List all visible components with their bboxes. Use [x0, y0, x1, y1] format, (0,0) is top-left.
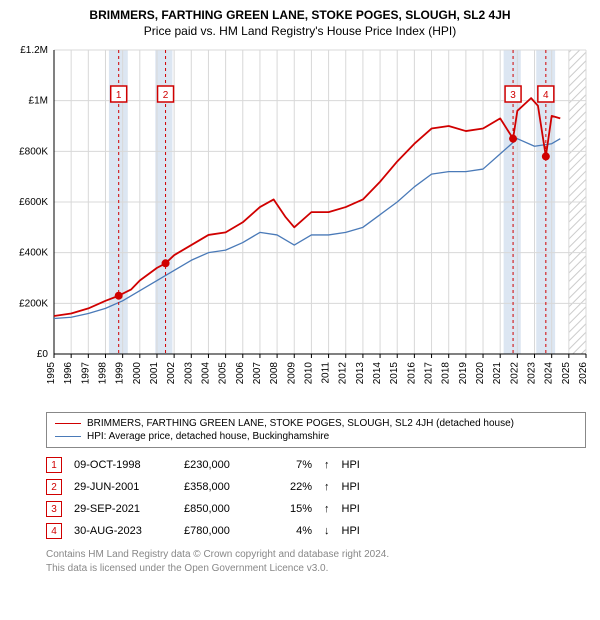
svg-text:£1.2M: £1.2M: [20, 45, 48, 56]
sale-marker-icon: 2: [46, 479, 62, 495]
legend-swatch: [55, 423, 81, 425]
price-chart: £0 £200K £400K £600K £800K £1M £1.2M 1995 1996 19…: [8, 44, 592, 404]
license-line: This data is licensed under the Open Gov…: [46, 562, 592, 576]
sale-direction-icon: ↑: [324, 476, 342, 498]
svg-text:£800K: £800K: [19, 146, 48, 157]
sale-pct: 15%: [274, 498, 324, 520]
svg-text:1996: 1996: [63, 362, 74, 385]
svg-text:1999: 1999: [115, 362, 126, 385]
sale-date: 30-AUG-2023: [74, 520, 184, 542]
svg-text:2013: 2013: [355, 362, 366, 385]
sale-marker-icon: 3: [46, 501, 62, 517]
svg-text:2011: 2011: [321, 362, 332, 384]
svg-text:2: 2: [163, 90, 169, 101]
sale-price: £230,000: [184, 454, 274, 476]
svg-text:1: 1: [116, 90, 122, 101]
sale-ref: HPI: [342, 498, 372, 520]
svg-text:2006: 2006: [235, 362, 246, 385]
sale-marker-icon: 4: [46, 523, 62, 539]
svg-text:2003: 2003: [183, 362, 194, 385]
legend: BRIMMERS, FARTHING GREEN LANE, STOKE POG…: [46, 412, 586, 448]
sale-ref: HPI: [342, 454, 372, 476]
svg-text:£600K: £600K: [19, 197, 48, 208]
svg-text:2023: 2023: [527, 362, 538, 385]
svg-text:£0: £0: [37, 349, 49, 360]
svg-text:1995: 1995: [46, 362, 57, 385]
legend-label: BRIMMERS, FARTHING GREEN LANE, STOKE POG…: [87, 418, 514, 429]
svg-text:£200K: £200K: [19, 298, 48, 309]
svg-text:2016: 2016: [406, 362, 417, 385]
svg-text:1997: 1997: [80, 362, 91, 385]
sale-price: £780,000: [184, 520, 274, 542]
svg-text:£1M: £1M: [29, 96, 48, 107]
sale-price: £850,000: [184, 498, 274, 520]
svg-text:2018: 2018: [441, 362, 452, 385]
legend-item: HPI: Average price, detached house, Buck…: [55, 430, 577, 443]
svg-text:2024: 2024: [544, 362, 555, 385]
svg-text:2005: 2005: [218, 362, 229, 385]
sale-date: 29-SEP-2021: [74, 498, 184, 520]
svg-text:3: 3: [510, 90, 516, 101]
sale-ref: HPI: [342, 476, 372, 498]
sale-date: 29-JUN-2001: [74, 476, 184, 498]
svg-text:2020: 2020: [475, 362, 486, 385]
sales-row: 4 30-AUG-2023£780,0004%↓HPI: [46, 520, 372, 542]
svg-text:2012: 2012: [338, 362, 349, 385]
license-text: Contains HM Land Registry data © Crown c…: [46, 548, 592, 575]
sale-marker-icon: 1: [46, 457, 62, 473]
license-line: Contains HM Land Registry data © Crown c…: [46, 548, 592, 562]
legend-label: HPI: Average price, detached house, Buck…: [87, 431, 329, 442]
svg-text:2002: 2002: [166, 362, 177, 385]
svg-text:2021: 2021: [492, 362, 503, 385]
chart-title-block: BRIMMERS, FARTHING GREEN LANE, STOKE POG…: [8, 8, 592, 38]
svg-text:2007: 2007: [252, 362, 263, 385]
svg-text:2015: 2015: [389, 362, 400, 385]
sale-direction-icon: ↓: [324, 520, 342, 542]
svg-text:2004: 2004: [200, 362, 211, 385]
svg-text:2019: 2019: [458, 362, 469, 385]
sale-direction-icon: ↑: [324, 498, 342, 520]
svg-text:2000: 2000: [132, 362, 143, 385]
sale-price: £358,000: [184, 476, 274, 498]
chart-canvas: £0 £200K £400K £600K £800K £1M £1.2M 1995 1996 19…: [8, 44, 592, 404]
svg-text:2008: 2008: [269, 362, 280, 385]
sales-row: 2 29-JUN-2001£358,00022%↑HPI: [46, 476, 372, 498]
sales-row: 1 09-OCT-1998£230,0007%↑HPI: [46, 454, 372, 476]
svg-text:4: 4: [543, 90, 549, 101]
sale-pct: 7%: [274, 454, 324, 476]
legend-swatch: [55, 436, 81, 437]
svg-text:2026: 2026: [578, 362, 589, 385]
sale-pct: 4%: [274, 520, 324, 542]
svg-text:2014: 2014: [372, 362, 383, 385]
svg-text:2017: 2017: [424, 362, 435, 385]
svg-text:2022: 2022: [509, 362, 520, 385]
svg-text:£400K: £400K: [19, 248, 48, 259]
sale-pct: 22%: [274, 476, 324, 498]
sales-row: 3 29-SEP-2021£850,00015%↑HPI: [46, 498, 372, 520]
chart-subtitle: Price paid vs. HM Land Registry's House …: [8, 24, 592, 38]
chart-title: BRIMMERS, FARTHING GREEN LANE, STOKE POG…: [8, 8, 592, 22]
sale-ref: HPI: [342, 520, 372, 542]
sale-date: 09-OCT-1998: [74, 454, 184, 476]
svg-text:2009: 2009: [286, 362, 297, 385]
sale-direction-icon: ↑: [324, 454, 342, 476]
svg-text:1998: 1998: [97, 362, 108, 385]
sales-table: 109-OCT-1998£230,0007%↑HPI229-JUN-2001£3…: [46, 454, 372, 542]
svg-text:2010: 2010: [303, 362, 314, 385]
svg-text:2025: 2025: [561, 362, 572, 385]
legend-item: BRIMMERS, FARTHING GREEN LANE, STOKE POG…: [55, 417, 577, 430]
svg-text:2001: 2001: [149, 362, 160, 385]
